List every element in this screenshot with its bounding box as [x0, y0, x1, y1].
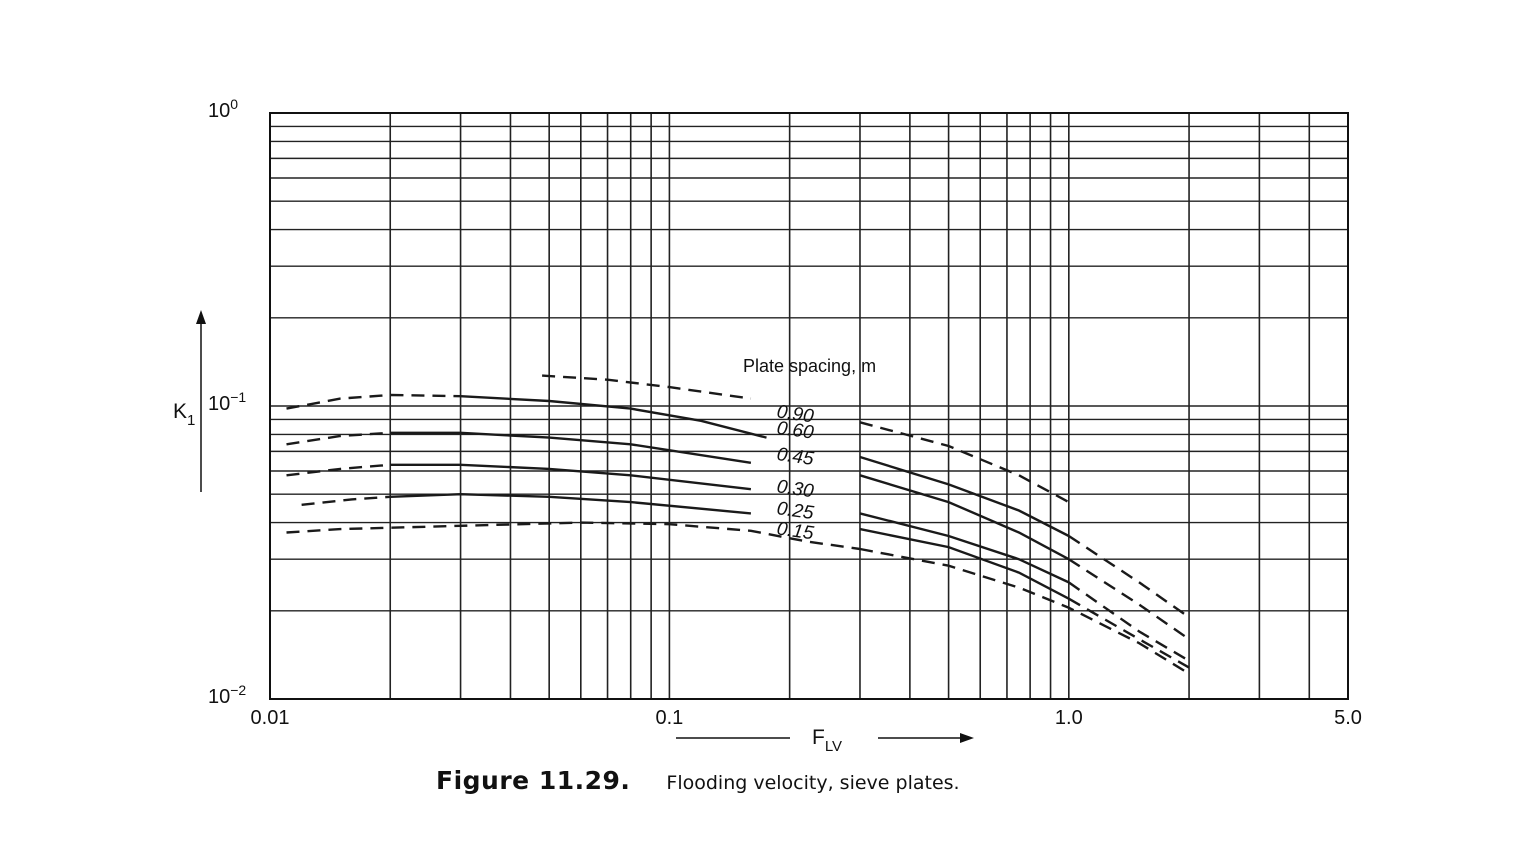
curve-left-solid	[460, 395, 767, 439]
curve-left-dashed	[286, 463, 391, 477]
x-axis-label: FLV	[676, 726, 974, 755]
x-tick-label: 0.01	[251, 707, 290, 729]
series-0-60	[286, 431, 1190, 619]
series-0-30	[301, 492, 1190, 662]
series-0-90	[286, 374, 1070, 504]
curve-left-dashed	[286, 393, 461, 410]
x-tick-label: 5.0	[1334, 707, 1362, 729]
y-tick-label: 100	[208, 96, 238, 122]
x-tick-labels: 0.01 0.1 1.0 5.0	[251, 707, 1362, 729]
curve-right-solid	[859, 512, 1070, 584]
curve-right-dashed	[859, 547, 1190, 675]
curve-upper-dashed	[542, 374, 752, 400]
curve-left-dashed	[286, 521, 861, 551]
y-axis-arrowhead	[196, 310, 206, 324]
y-tick-label: 10−2	[208, 682, 246, 708]
caption-text: Flooding velocity, sieve plates.	[666, 772, 960, 794]
x-axis-arrowhead	[960, 733, 974, 743]
curve-right-solid	[859, 527, 1070, 600]
series-label: 0.25	[775, 498, 815, 524]
caption-label: Figure 11.29.	[436, 766, 631, 795]
series-label: 0.45	[775, 444, 815, 470]
curves	[286, 374, 1190, 675]
y-axis-title: K1	[173, 400, 195, 429]
series-0-45	[286, 463, 1190, 641]
curve-left-solid	[390, 463, 752, 491]
curve-right-dashed	[1068, 581, 1190, 662]
series-label: 0.15	[775, 518, 815, 544]
series-labels: 0.900.600.45 0.300.250.15	[775, 401, 815, 544]
curve-right-dashed	[1068, 597, 1190, 669]
series-0-25	[859, 527, 1190, 669]
curve-left-dashed	[286, 431, 391, 446]
curve-left-dashed	[301, 495, 391, 506]
curve-right-dashed	[1068, 558, 1190, 641]
x-tick-label: 0.1	[656, 707, 684, 729]
y-tick-label: 10−1	[208, 389, 246, 415]
curve-left-solid	[390, 431, 752, 464]
curve-right-solid	[859, 474, 1070, 561]
curve-right-solid	[859, 455, 1070, 538]
figure-caption: Figure 11.29. Flooding velocity, sieve pl…	[436, 766, 960, 795]
y-tick-labels: 100 10−1 10−2	[208, 96, 246, 708]
y-axis-label: K1	[173, 310, 206, 492]
plot-frame	[269, 112, 1349, 700]
curve-right-dashed	[859, 421, 1070, 504]
x-axis-title: FLV	[812, 726, 842, 755]
series-label: 0.60	[775, 418, 815, 444]
series-label: 0.90	[775, 401, 815, 427]
legend-title: Plate spacing, m	[743, 356, 876, 376]
curve-left-solid	[390, 492, 752, 515]
curve-right-dashed	[1068, 534, 1190, 619]
series-0-15	[286, 521, 1190, 675]
series-label: 0.30	[775, 476, 815, 502]
x-tick-label: 1.0	[1055, 707, 1083, 729]
